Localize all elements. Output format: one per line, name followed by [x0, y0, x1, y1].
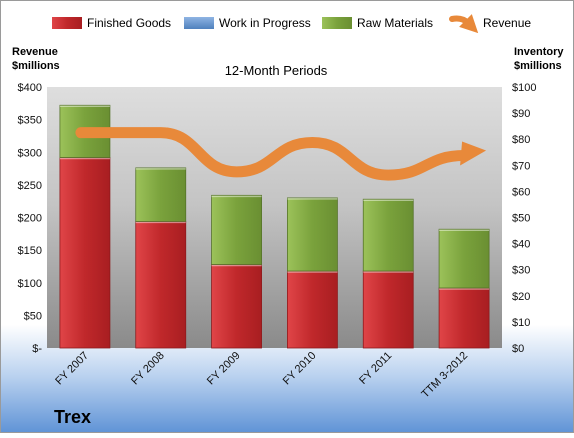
chart-subtitle: 12-Month Periods — [225, 63, 328, 78]
bar-raw-materials — [287, 197, 338, 272]
y-right-tick-label: $20 — [512, 291, 530, 303]
company-name: Trex — [54, 407, 91, 427]
bar-finished-goods — [135, 221, 187, 349]
y-left-tick-label: $50 — [24, 310, 42, 322]
y-right-tick-label: $80 — [512, 134, 530, 146]
bar-finished-goods — [438, 287, 490, 349]
bar-raw-materials — [211, 194, 262, 265]
y-right-tick-label: $0 — [512, 343, 524, 355]
revenue-arrowhead — [460, 141, 487, 166]
legend-item-raw-materials: Raw Materials — [322, 16, 433, 30]
y-left-tick-labels: $- $50 $100 $150 $200 $250 $300 $350 $400 — [18, 82, 43, 355]
bar-finished-goods — [287, 270, 338, 349]
y-right-tick-label: $10 — [512, 317, 530, 329]
bar-finished-goods — [211, 264, 262, 349]
revenue-series — [75, 127, 487, 181]
legend-label-finished-goods: Finished Goods — [87, 16, 171, 30]
bar-raw-materials — [438, 228, 490, 289]
y-right-tick-label: $90 — [512, 108, 530, 120]
legend: Finished Goods Work in Progress Raw Mate… — [52, 14, 531, 34]
legend-swatch-finished-goods — [52, 17, 82, 29]
legend-swatch-work-in-progress — [184, 17, 214, 29]
y-right-title-line1: Inventory — [514, 46, 564, 58]
legend-label-raw-materials: Raw Materials — [357, 16, 433, 30]
y-right-tick-labels: $0 $10 $20 $30 $40 $50 $60 $70 $80 $90 $100 — [512, 82, 536, 355]
y-right-tick-label: $100 — [512, 82, 536, 94]
bar-finished-goods — [59, 157, 111, 349]
y-left-tick-label: $200 — [18, 213, 42, 225]
y-right-tick-label: $40 — [512, 239, 530, 251]
bar-raw-materials — [135, 167, 187, 222]
y-left-title-line2: $millions — [12, 60, 60, 72]
bar-finished-goods — [362, 270, 414, 349]
y-left-title-line1: Revenue — [12, 46, 58, 58]
y-right-title-line2: $millions — [514, 60, 562, 72]
bar-marks — [59, 104, 490, 349]
y-left-tick-label: $150 — [18, 245, 42, 257]
y-left-tick-label: $250 — [18, 180, 42, 192]
y-left-tick-label: $350 — [18, 115, 42, 127]
legend-label-work-in-progress: Work in Progress — [219, 16, 311, 30]
legend-swatch-raw-materials — [322, 17, 352, 29]
revenue-line — [75, 127, 470, 181]
y-right-tick-label: $60 — [512, 186, 530, 198]
y-left-tick-label: $- — [32, 343, 42, 355]
y-right-tick-label: $30 — [512, 265, 530, 277]
bar-raw-materials — [362, 198, 414, 272]
legend-item-work-in-progress: Work in Progress — [184, 16, 311, 30]
plot-area — [47, 87, 502, 348]
y-left-tick-label: $300 — [18, 147, 42, 159]
y-right-tick-label: $50 — [512, 213, 530, 225]
legend-item-finished-goods: Finished Goods — [52, 16, 171, 30]
y-left-tick-label: $100 — [18, 278, 42, 290]
legend-item-revenue: Revenue — [449, 14, 531, 34]
y-left-tick-label: $400 — [18, 82, 42, 94]
legend-swatch-revenue — [449, 14, 479, 34]
y-right-tick-label: $70 — [512, 160, 530, 172]
legend-label-revenue: Revenue — [483, 16, 531, 30]
